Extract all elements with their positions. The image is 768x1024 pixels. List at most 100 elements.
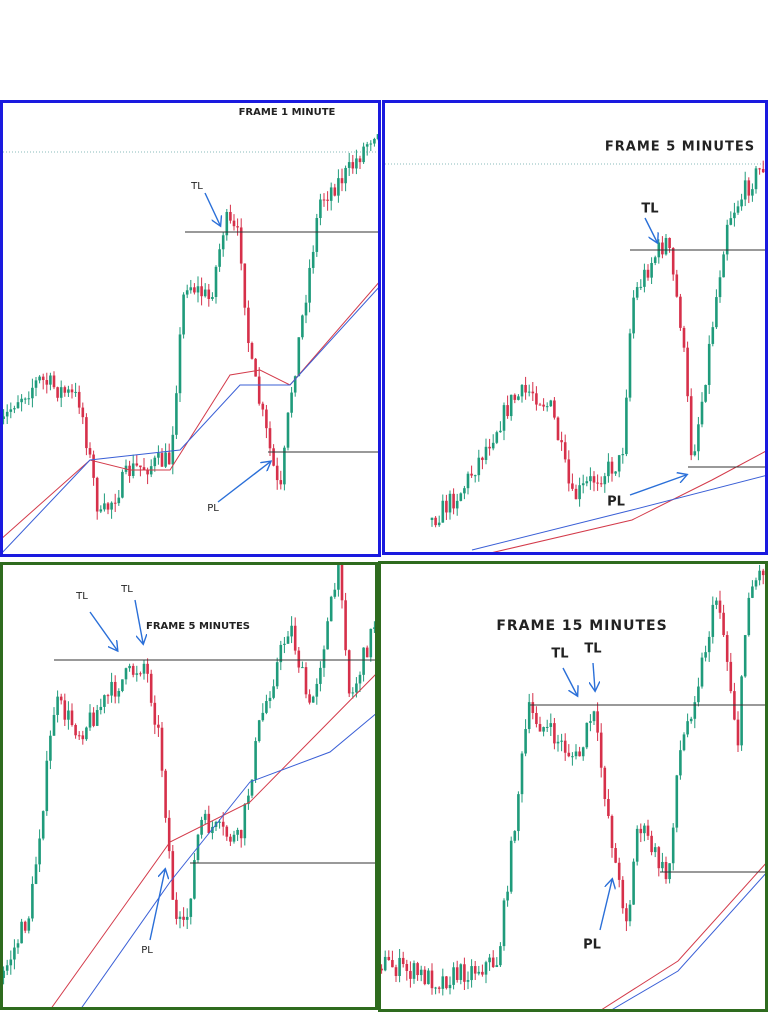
candle-body [5,411,9,417]
candle-body [171,434,175,465]
arrow [149,870,165,941]
candle-body [650,263,653,278]
candle-body [495,432,499,443]
candle-body [27,918,31,931]
arrow [134,599,143,643]
candle-body [625,397,628,455]
candle-body [286,412,290,448]
candle-body [743,180,747,200]
chart-panel: FRAME 5 MINUTES TL PL [382,100,768,555]
candle-body [675,775,679,828]
moving-average-blue [471,474,768,551]
candle-body [635,828,639,862]
candle-body [92,454,95,478]
moving-average-blue [0,284,381,556]
moving-average-red [49,671,378,1010]
candle-body [229,836,232,842]
candle-body [743,635,747,677]
candle-body [711,327,715,344]
candle-body [524,384,527,393]
candle-body [502,900,506,947]
candle-body [81,407,85,418]
candle-body [686,721,689,735]
candle-body [34,380,38,388]
candle-body [682,734,686,751]
candle-body [520,384,524,397]
candle-body [326,199,329,201]
candle-body [99,509,103,512]
candle-body [113,502,117,504]
candle-body [254,358,257,377]
candle-body [362,647,365,675]
candle-body [657,847,661,869]
candle-body [603,476,607,485]
candle-body [337,562,340,590]
candle-body [236,829,239,835]
candle-body [477,457,481,476]
candle-body [52,714,56,736]
candle-body [484,446,488,460]
candle-body [167,452,171,465]
arrow [599,880,612,931]
candle-body [740,199,743,207]
candle-body [517,794,520,832]
candle-body [355,158,358,169]
candle-body [59,696,63,701]
moving-average-red [597,860,768,1012]
candle-body [229,211,232,221]
candle-body [362,146,365,163]
candle-body [283,643,286,645]
candle-body [664,861,668,880]
panel-title: FRAME 5 MINUTES [605,140,755,155]
candle-body [34,864,38,884]
candle-body [45,760,49,812]
candle-body [232,220,236,227]
candle-body [41,376,45,381]
candle-body [207,289,211,299]
candle-body [585,481,589,484]
candle-body [128,665,131,669]
candle-body [452,967,455,985]
candle-body [121,679,124,692]
candle-body [49,375,52,385]
chart-label: PL [141,945,153,956]
candle-body [567,752,571,757]
candle-body [398,957,401,976]
candle-body [495,965,499,968]
candle-body [20,398,23,403]
candle-body [488,957,491,963]
candle-body [38,376,41,381]
candle-body [265,701,268,713]
candle-body [488,446,491,449]
candle-body [502,405,506,431]
candle-body [412,963,416,979]
candle-body [67,710,70,720]
candle-body [553,723,556,744]
candle-body [607,461,610,477]
candle-body [567,459,571,484]
candle-body [632,861,635,905]
candle-body [311,696,315,703]
candle-body [142,663,146,674]
arrow [217,462,270,503]
candle-body [74,725,77,736]
candle-body [333,187,337,196]
candle-body [639,828,643,834]
candle-body [365,144,369,147]
candle-body [200,819,203,835]
candle-body [574,751,578,757]
candle-body [337,178,340,196]
candle-body [369,143,373,145]
candle-body [531,702,535,713]
candle-body [373,138,376,144]
candle-body [49,735,52,761]
candle-body [758,168,761,170]
candle-body [110,502,113,510]
candle-body [308,267,311,303]
arrow [593,662,595,690]
candle-body [146,663,149,674]
candle-body [434,517,437,526]
candle-body [250,779,254,796]
candle-body [661,242,664,255]
chart-label: TL [584,642,601,657]
